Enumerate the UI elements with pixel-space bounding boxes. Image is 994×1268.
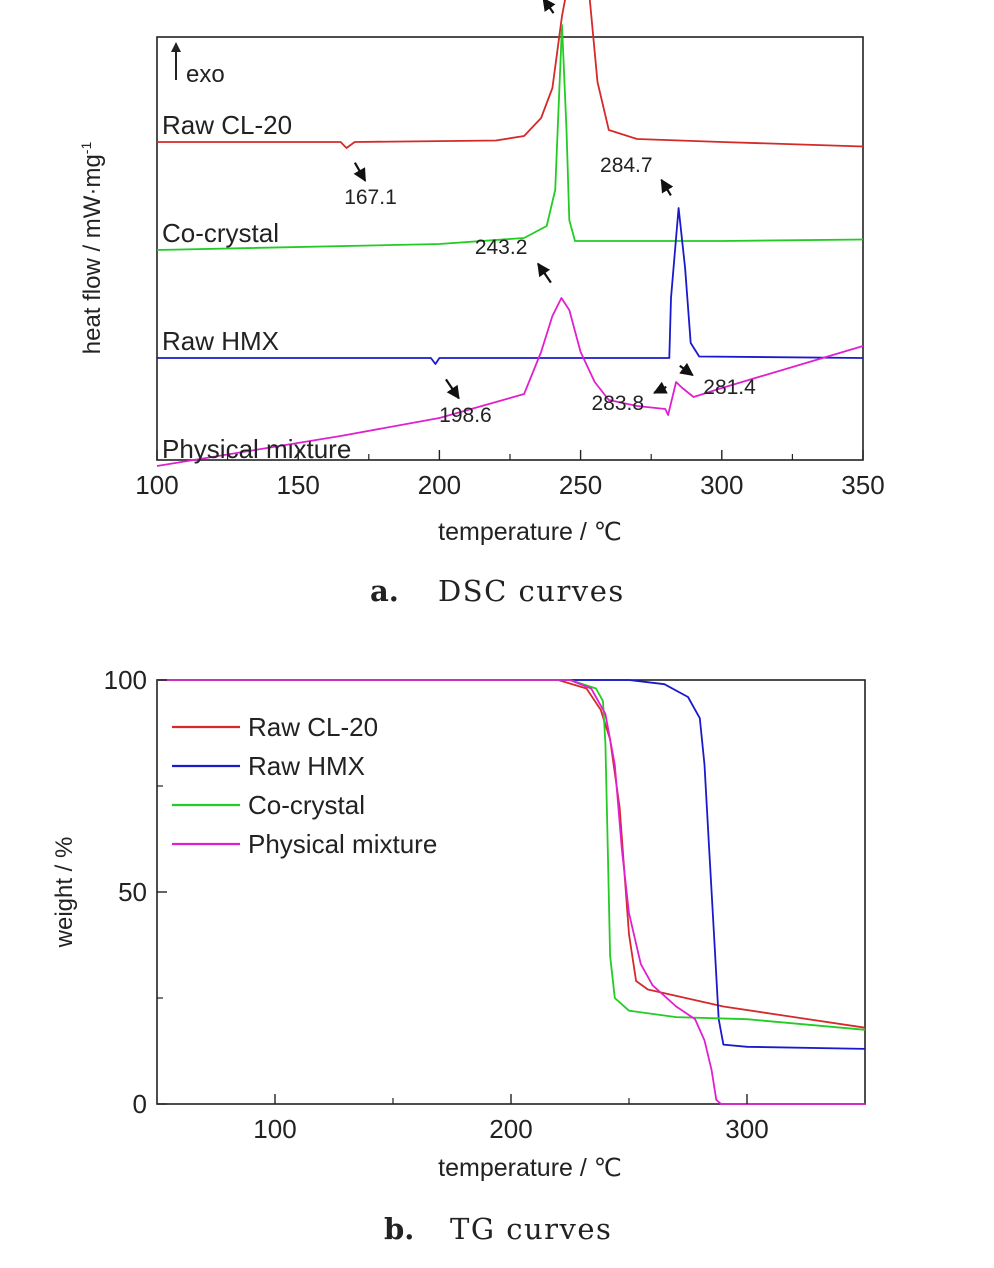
tg-chart: 100 200 300 0 50 100 Raw CL-20 Raw HMX Co-crys… bbox=[51, 665, 865, 1182]
caption-a-letter: a. bbox=[370, 574, 399, 608]
tg-legend: Raw CL-20 Raw HMX Co-crystal Physical mixtu… bbox=[172, 712, 437, 859]
dsc-x-tick-label: 250 bbox=[559, 470, 602, 500]
dsc-annotation-arrow bbox=[654, 387, 666, 393]
dsc-x-axis-label: temperature / ℃ bbox=[438, 518, 622, 546]
dsc-x-tick-label: 100 bbox=[135, 470, 178, 500]
caption-a: a. DSC curves bbox=[370, 574, 625, 608]
dsc-series-label-raw-hmx: Raw HMX bbox=[162, 326, 279, 356]
tg-x-tick-label: 100 bbox=[253, 1114, 296, 1144]
tg-legend-label-physical-mixture: Physical mixture bbox=[248, 829, 437, 859]
dsc-annotation-arrow bbox=[661, 180, 670, 195]
tg-y-tick-label: 100 bbox=[104, 665, 147, 695]
dsc-x-tick-label: 350 bbox=[841, 470, 884, 500]
caption-b-text: TG curves bbox=[450, 1212, 612, 1246]
exo-arrow-icon bbox=[171, 42, 181, 80]
dsc-x-tick-label: 150 bbox=[277, 470, 320, 500]
exo-label: exo bbox=[186, 61, 225, 88]
dsc-series-label-physical-mixture: Physical mixture bbox=[162, 434, 351, 464]
tg-legend-label-raw-cl-20: Raw CL-20 bbox=[248, 712, 378, 742]
tg-y-tick-label: 0 bbox=[133, 1089, 147, 1119]
tg-legend-label-raw-hmx: Raw HMX bbox=[248, 751, 365, 781]
dsc-annotation-arrow bbox=[543, 0, 553, 13]
dsc-annotation-label: 284.7 bbox=[600, 154, 653, 177]
dsc-annotation-label: 198.6 bbox=[439, 404, 492, 427]
tg-y-tick-label: 50 bbox=[118, 877, 147, 907]
caption-a-text: DSC curves bbox=[438, 574, 625, 608]
dsc-annotation-arrow bbox=[680, 366, 693, 375]
dsc-series-labels: Raw CL-20 Co-crystal Raw HMX Physical mixtu… bbox=[162, 110, 351, 464]
tg-x-tick-label: 200 bbox=[489, 1114, 532, 1144]
tg-x-tick-label: 300 bbox=[725, 1114, 768, 1144]
dsc-annotation-arrow bbox=[538, 264, 551, 283]
dsc-annotation-label: 167.1 bbox=[344, 186, 397, 209]
caption-b: b. TG curves bbox=[384, 1212, 612, 1246]
tg-x-ticks: 100 200 300 bbox=[253, 1094, 768, 1144]
tg-x-axis-label: temperature / ℃ bbox=[438, 1154, 622, 1182]
dsc-x-tick-label: 300 bbox=[700, 470, 743, 500]
dsc-annotation-label: 281.4 bbox=[703, 376, 756, 399]
tg-y-axis-label: weight / % bbox=[51, 837, 78, 949]
dsc-annotation-arrow bbox=[446, 379, 459, 398]
dsc-annotation-label: 243.2 bbox=[475, 236, 528, 259]
tg-plot-frame bbox=[157, 680, 865, 1104]
figure: 100150200250300350 250.2243.4167.1284.72… bbox=[0, 0, 994, 1268]
dsc-x-tick-label: 200 bbox=[418, 470, 461, 500]
tg-curves bbox=[157, 680, 865, 1104]
dsc-series-label-co-crystal: Co-crystal bbox=[162, 218, 279, 248]
tg-curve-physical-mixture bbox=[157, 680, 865, 1104]
tg-legend-label-co-crystal: Co-crystal bbox=[248, 790, 365, 820]
caption-b-letter: b. bbox=[384, 1212, 414, 1246]
dsc-annotation-label: 283.8 bbox=[591, 392, 644, 415]
dsc-y-axis-label: heat flow / mW·mg-1 bbox=[78, 142, 106, 355]
dsc-series-label-raw-cl-20: Raw CL-20 bbox=[162, 110, 292, 140]
dsc-annotation-arrow bbox=[355, 163, 365, 181]
